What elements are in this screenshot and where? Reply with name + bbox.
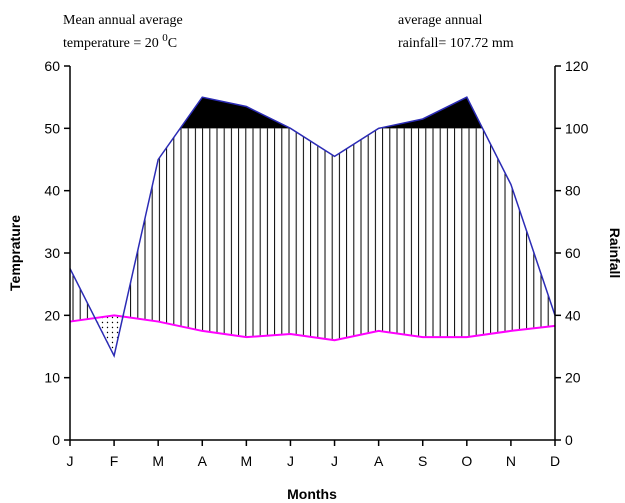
perhumid-black-area: [70, 97, 555, 129]
right-y-tick-label: 80: [565, 183, 581, 199]
x-tick-label: J: [67, 453, 74, 469]
x-axis-title: Months: [287, 486, 337, 502]
annotation-left-line2-sup: 0: [162, 32, 168, 44]
left-y-ticks: 0 10 20 30 40 50 60: [44, 58, 70, 448]
right-y-tick-label: 20: [565, 370, 581, 386]
x-tick-label: O: [461, 453, 472, 469]
left-y-axis-title: Temprature: [7, 215, 23, 291]
x-tick-label: N: [506, 453, 516, 469]
x-tick-label: M: [241, 453, 253, 469]
x-tick-label: D: [550, 453, 560, 469]
left-y-tick-label: 30: [44, 245, 60, 261]
x-tick-label: A: [374, 453, 384, 469]
left-y-tick-label: 10: [44, 370, 60, 386]
left-y-tick-label: 50: [44, 120, 60, 136]
left-y-tick-label: 40: [44, 183, 60, 199]
x-tick-label: S: [418, 453, 427, 469]
right-y-axis-title: Rainfall: [607, 228, 623, 279]
x-tick-label: J: [331, 453, 338, 469]
left-y-tick-label: 0: [52, 432, 60, 448]
right-y-tick-label: 120: [565, 58, 589, 74]
dry-period-area: [95, 315, 122, 356]
right-y-tick-label: 0: [565, 432, 573, 448]
x-tick-label: A: [198, 453, 208, 469]
right-y-tick-label: 100: [565, 120, 589, 136]
annotation-left-line2: temperature = 20 0C: [63, 32, 177, 51]
x-tick-label: M: [152, 453, 164, 469]
right-y-tick-label: 60: [565, 245, 581, 261]
left-y-tick-label: 60: [44, 58, 60, 74]
annotation-left-line2-prefix: temperature = 20: [63, 36, 162, 51]
annotation-left-line2-suffix: C: [168, 36, 177, 51]
annotation-left-line1: Mean annual average: [63, 13, 183, 28]
x-tick-label: F: [110, 453, 119, 469]
right-y-ticks: 0 20 40 60 80 100 120: [555, 58, 589, 448]
rainfall-series-line: [69, 96, 556, 359]
annotation-right-line1: average annual: [398, 13, 482, 28]
left-y-tick-label: 20: [44, 307, 60, 323]
x-tick-label: J: [287, 453, 294, 469]
right-y-tick-label: 40: [565, 307, 581, 323]
humid-hatch-area: [70, 128, 555, 341]
annotation-right-line2: rainfall= 107.72 mm: [398, 36, 514, 51]
temperature-series-line: [69, 314, 556, 342]
